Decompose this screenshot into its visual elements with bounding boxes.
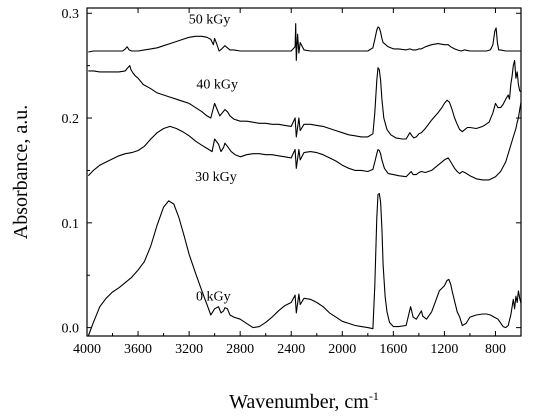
series-line-0-kgy (87, 192, 522, 337)
series-line-30-kgy (87, 102, 522, 181)
plot-frame (86, 7, 522, 337)
y-tick-label: 0.1 (62, 217, 80, 232)
x-tick-label: 3600 (124, 342, 152, 357)
x-tick-label: 1200 (430, 342, 458, 357)
series-line-50-kgy (88, 23, 521, 61)
series-layer (87, 23, 522, 337)
x-axis-title: Wavenumber, cm-1 (229, 389, 379, 413)
y-tick-label: 0.2 (62, 112, 80, 127)
series-label-40-kgy: 40 kGy (196, 78, 238, 93)
x-axis-ticks: 4000 3600 3200 2800 2400 2000 1600 1200 800 (73, 8, 506, 357)
series-label-30-kgy: 30 kGy (195, 170, 237, 185)
x-tick-label: 800 (485, 342, 506, 357)
y-tick-label: 0.3 (62, 7, 80, 22)
series-label-0-kgy: 0 kGy (196, 289, 231, 304)
x-tick-label: 1600 (379, 342, 407, 357)
x-tick-label: 2800 (226, 342, 254, 357)
y-axis-title: Absorbance, a.u. (10, 105, 32, 239)
x-tick-label: 3200 (175, 342, 203, 357)
y-tick-label: 0.0 (62, 322, 80, 337)
series-label-50-kgy: 50 kGy (189, 13, 231, 28)
series-labels: 0 kGy 30 kGy 40 kGy 50 kGy (189, 13, 238, 305)
x-tick-label: 2000 (328, 342, 356, 357)
series-line-40-kgy (88, 59, 522, 140)
y-axis-ticks: 0.0 0.1 0.2 0.3 (62, 7, 521, 337)
x-tick-label: 2400 (277, 342, 305, 357)
x-tick-label: 4000 (73, 342, 101, 357)
